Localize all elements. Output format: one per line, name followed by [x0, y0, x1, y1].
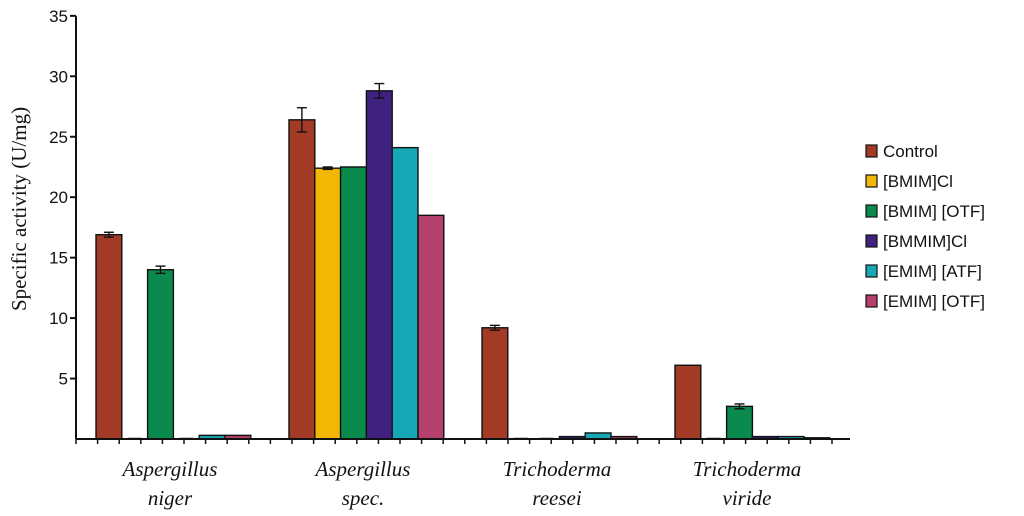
y-tick-label: 15	[49, 249, 68, 268]
bar-2-0	[481, 327, 509, 440]
legend-swatch	[865, 234, 878, 248]
bar-3-0	[674, 364, 702, 440]
bars-layer	[95, 82, 831, 440]
legend-swatch	[865, 264, 878, 278]
legend-swatch	[865, 294, 878, 308]
category-label-line2: reesei	[532, 486, 582, 510]
legend-label: [EMIM] [ATF]	[883, 262, 982, 281]
y-tick-label: 35	[49, 7, 68, 26]
legend-swatch	[865, 144, 878, 158]
category-label-line1: Trichoderma	[693, 457, 802, 481]
error-bar-1-1	[322, 166, 333, 171]
category-label-line2: spec.	[342, 486, 385, 510]
bar-0-2	[146, 269, 175, 440]
y-tick-label: 5	[59, 370, 68, 389]
error-bar-0-0	[103, 231, 114, 238]
axes-layer	[70, 14, 850, 444]
legend-label: [BMMIM]Cl	[883, 232, 967, 251]
error-bar-1-0	[296, 107, 307, 133]
error-bar-1-3	[374, 82, 385, 99]
bar-1-4	[391, 146, 419, 440]
category-label-line2: viride	[723, 486, 772, 510]
legend-swatch	[865, 204, 878, 218]
y-tick-label: 20	[49, 188, 68, 207]
bar-1-5	[417, 214, 445, 440]
bar-1-0	[288, 119, 316, 440]
category-label-line2: niger	[148, 486, 193, 510]
legend-label: [EMIM] [OTF]	[883, 292, 985, 311]
bar-1-1	[314, 167, 342, 440]
legend-label: Control	[883, 142, 938, 161]
y-axis-label: Specific activity (U/mg)	[7, 107, 31, 311]
bar-1-3	[365, 90, 393, 440]
error-bar-3-2	[734, 403, 745, 410]
y-tick-label: 10	[49, 309, 68, 328]
labels-layer: 5 10 15 20 25 30 35 Specific activity (U/mg) Asp…	[7, 7, 801, 510]
category-label-line1: Aspergillus	[314, 457, 411, 481]
error-bar-2-0	[489, 324, 500, 331]
y-tick-label: 25	[49, 128, 68, 147]
bar-3-2	[725, 405, 754, 440]
category-label-line1: Trichoderma	[503, 457, 612, 481]
legend-swatch	[865, 174, 878, 188]
bar-0-0	[95, 233, 123, 440]
legend: Control [BMIM]Cl [BMIM] [OTF] [BMMIM]Cl [EMI…	[865, 142, 985, 311]
legend-label: [BMIM] [OTF]	[883, 202, 985, 221]
legend-label: [BMIM]Cl	[883, 172, 953, 191]
bar-1-2	[339, 166, 368, 440]
category-label-line1: Aspergillus	[121, 457, 218, 481]
y-tick-label: 30	[49, 67, 68, 86]
error-bar-0-2	[155, 265, 166, 275]
